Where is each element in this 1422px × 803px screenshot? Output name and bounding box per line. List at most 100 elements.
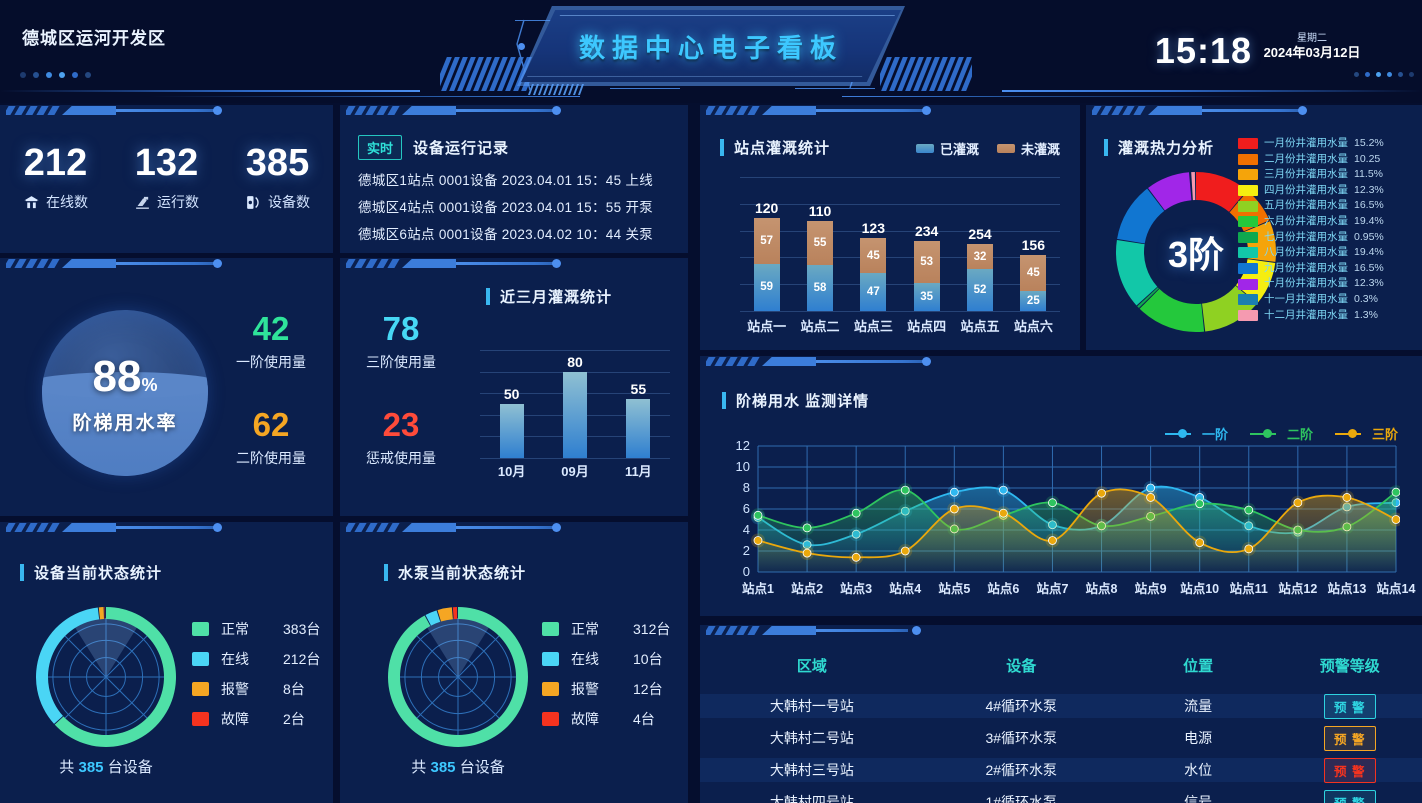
data-point[interactable] — [949, 487, 959, 497]
ring-segment[interactable] — [1117, 188, 1165, 244]
data-point[interactable] — [949, 504, 959, 514]
status-badge[interactable]: 预 警 — [1324, 693, 1376, 719]
bar-group[interactable]: 25 45 156 — [1020, 237, 1047, 311]
data-point[interactable] — [753, 510, 763, 520]
panel-notch — [762, 357, 816, 366]
list-item[interactable]: 德城区1站点 0001设备 2023.04.01 15：45 上线 — [358, 173, 654, 188]
legend-item[interactable]: 八月份井灌用水量 19.4% — [1238, 245, 1420, 261]
ring-segment[interactable] — [452, 607, 458, 620]
data-point[interactable] — [900, 546, 910, 556]
bar-segment-irrigated: 35 — [913, 283, 940, 311]
data-point[interactable] — [998, 508, 1008, 518]
data-point[interactable] — [998, 485, 1008, 495]
table-row[interactable]: 大韩村三号站 2#循环水泵 水位 预 警 — [700, 757, 1422, 783]
legend-item[interactable]: 未灌溉 — [996, 139, 1060, 158]
ring-segment[interactable] — [54, 607, 176, 747]
ring-segment[interactable] — [1116, 239, 1158, 306]
table-row[interactable]: 大韩村四号站 1#循环水泵 信号 预 警 — [700, 789, 1422, 803]
data-point[interactable] — [753, 536, 763, 545]
status-badge[interactable]: 预 警 — [1324, 789, 1376, 803]
tier-monitor-title: 阶梯用水 监测详情 — [722, 390, 869, 411]
legend-item[interactable]: 一阶 — [1164, 424, 1228, 443]
data-point[interactable] — [802, 523, 812, 533]
data-point[interactable] — [1244, 505, 1254, 515]
legend-item[interactable]: 五月份井灌用水量 16.5% — [1238, 198, 1420, 214]
data-point[interactable] — [1342, 493, 1352, 502]
list-item[interactable]: 德城区6站点 0001设备 2023.04.02 10：44 关泵 — [358, 227, 654, 242]
ring-segment[interactable] — [1190, 172, 1193, 201]
legend-swatch — [542, 682, 559, 696]
list-item[interactable]: 德城区4站点 0001设备 2023.04.01 15：55 开泵 — [358, 200, 654, 215]
legend-swatch — [1238, 294, 1258, 306]
legend-item[interactable]: 四月份井灌用水量 12.3% — [1238, 183, 1420, 199]
ring-segment[interactable] — [1148, 172, 1192, 211]
legend-item[interactable]: 十二月井灌用水量 1.3% — [1238, 308, 1420, 324]
legend-item[interactable]: 报警 8台 — [192, 674, 320, 704]
legend-item[interactable]: 报警 12台 — [542, 674, 670, 704]
data-point[interactable] — [802, 548, 812, 558]
data-point[interactable] — [1048, 498, 1057, 508]
ring-segment[interactable] — [104, 607, 106, 620]
table-row[interactable]: 大韩村二号站 3#循环水泵 电源 预 警 — [700, 725, 1422, 751]
legend-item[interactable]: 六月份井灌用水量 19.4% — [1238, 214, 1420, 230]
bar-group[interactable]: 58 55 110 — [807, 203, 833, 311]
legend-item[interactable]: 三阶 — [1334, 424, 1398, 443]
panel-top-deco — [340, 258, 688, 270]
ring-segment[interactable] — [1137, 287, 1159, 309]
panel-slant-deco — [706, 357, 762, 366]
legend-item[interactable]: 一月份井灌用水量 15.2% — [1238, 136, 1420, 152]
radar-sweep — [74, 618, 138, 677]
kpi-item-device[interactable]: 385 设备数 — [222, 141, 333, 212]
panel-notch — [62, 106, 116, 115]
data-point[interactable] — [900, 485, 910, 495]
bar-group[interactable]: 55 — [626, 381, 651, 458]
data-point[interactable] — [1146, 483, 1156, 493]
legend-item[interactable]: 正常 383台 — [192, 614, 320, 644]
bar-group[interactable]: 47 45 123 — [860, 220, 887, 311]
data-point[interactable] — [1097, 488, 1106, 498]
legend-item[interactable]: 故障 2台 — [192, 704, 320, 734]
data-point[interactable] — [1293, 498, 1303, 508]
legend-item[interactable]: 三月份井灌用水量 11.5% — [1238, 167, 1420, 183]
bar-group[interactable]: 52 32 254 — [967, 226, 993, 311]
ring-segment[interactable] — [36, 607, 100, 724]
ring-segment[interactable] — [425, 610, 441, 626]
data-point[interactable] — [1391, 515, 1401, 524]
legend-item[interactable]: 十一月井灌用水量 0.3% — [1238, 292, 1420, 308]
data-point[interactable] — [851, 552, 861, 562]
ring-segment[interactable] — [1191, 172, 1196, 201]
legend-item[interactable]: 二月份井灌用水量 10.25 — [1238, 152, 1420, 168]
irrigation-heat-panel: 灌溉热力分析 3阶 一月份井灌用水量 15.2% 二月份井灌用水量 10.25 … — [1086, 105, 1422, 350]
bar-group[interactable]: 80 — [563, 354, 587, 458]
status-badge[interactable]: 预 警 — [1324, 725, 1376, 751]
data-point[interactable] — [851, 508, 861, 518]
legend-item[interactable]: 在线 212台 — [192, 644, 320, 674]
bar-group[interactable]: 59 57 120 — [753, 200, 780, 311]
kpi-item-online[interactable]: 212 在线数 — [0, 141, 111, 212]
data-point[interactable] — [1391, 487, 1401, 497]
bar-group[interactable]: 50 — [499, 386, 524, 458]
ring-segment[interactable] — [437, 607, 453, 622]
legend-item[interactable]: 已灌溉 — [915, 139, 979, 158]
status-badge[interactable]: 预 警 — [1324, 757, 1376, 783]
ring-segment[interactable] — [1196, 172, 1247, 212]
table-row[interactable]: 大韩村一号站 4#循环水泵 流量 预 警 — [700, 693, 1422, 719]
gridline — [480, 350, 670, 351]
legend-item[interactable]: 二阶 — [1249, 424, 1313, 443]
ring-segment[interactable] — [98, 607, 104, 620]
bar-group[interactable]: 35 53 234 — [913, 223, 940, 311]
data-point[interactable] — [1195, 538, 1205, 547]
legend-item[interactable]: 十月份井灌用水量 12.3% — [1238, 276, 1420, 292]
kpi-item-running[interactable]: 132 运行数 — [111, 141, 222, 212]
legend-item[interactable]: 正常 312台 — [542, 614, 670, 644]
legend-item[interactable]: 故障 4台 — [542, 704, 670, 734]
legend-item[interactable]: 七月份井灌用水量 0.95% — [1238, 230, 1420, 246]
data-point[interactable] — [1146, 493, 1156, 502]
data-point[interactable] — [1244, 544, 1254, 554]
panel-slant-deco — [706, 626, 762, 635]
legend-item[interactable]: 在线 10台 — [542, 644, 670, 674]
data-point[interactable] — [1048, 536, 1057, 545]
ring-segment[interactable] — [1139, 288, 1205, 332]
data-point[interactable] — [1195, 499, 1205, 509]
legend-item[interactable]: 九月份井灌用水量 16.5% — [1238, 261, 1420, 277]
